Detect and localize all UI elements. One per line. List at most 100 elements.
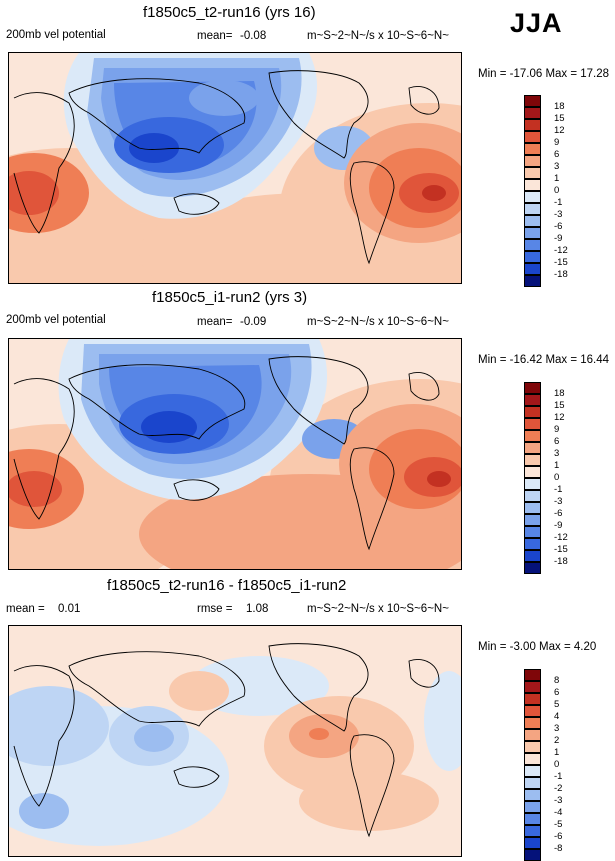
panel2-map-svg [9,339,461,569]
panel1-map [8,52,462,284]
colorbar-tick: 0 [554,759,559,770]
neg-core [19,793,69,829]
panel2-title: f1850c5_i1-run2 (yrs 3) [152,289,307,306]
colorbar-tick: -1 [554,771,562,782]
neg-core [141,411,197,443]
colorbar-box [524,789,541,801]
colorbar-tick: -15 [554,257,568,268]
colorbar-tick: 4 [554,711,559,722]
colorbar-tick: 15 [554,113,565,124]
colorbar-tick: -4 [554,807,562,818]
colorbar-tick: 9 [554,424,559,435]
colorbar-tick: -1 [554,197,562,208]
colorbar-box [524,155,541,167]
colorbar-box [524,693,541,705]
colorbar-box [524,263,541,275]
colorbar-box [524,681,541,693]
colorbar-tick: 6 [554,149,559,160]
panel3-rmse-label: rmse = [197,603,232,615]
colorbar-box [524,741,541,753]
colorbar-tick: -8 [554,843,562,854]
colorbar-tick: -3 [554,209,562,220]
colorbar-box [524,849,541,861]
pos-core [427,471,451,487]
panel2-map [8,338,462,570]
colorbar-box [524,107,541,119]
colorbar-tick: -5 [554,819,562,830]
colorbar-box [524,251,541,263]
colorbar-box [524,753,541,765]
colorbar-box [524,777,541,789]
colorbar-tick: 12 [554,412,565,423]
colorbar-box [524,239,541,251]
colorbar-box [524,275,541,287]
colorbar-tick: 3 [554,723,559,734]
colorbar-tick: -18 [554,556,568,567]
colorbar-box [524,442,541,454]
panel3-units: m~S~2~N~/s x 10~S~6~N~ [307,603,449,615]
panel1-title: f1850c5_t2-run16 (yrs 16) [143,4,316,21]
pos-core [309,728,329,740]
panel1-mean-value: -0.08 [240,30,266,42]
colorbar-tick: 3 [554,448,559,459]
season-label: JJA [510,8,563,39]
colorbar-box [524,203,541,215]
pos-band [299,771,439,831]
colorbar-box [524,418,541,430]
panel3-mean-label: mean = [6,603,45,615]
colorbar-tick: 6 [554,687,559,698]
colorbar-box [524,191,541,203]
colorbar-box [524,801,541,813]
panel3-minmax: Min = -3.00 Max = 4.20 [478,641,596,653]
colorbar-box [524,490,541,502]
colorbar-box [524,466,541,478]
colorbar-box [524,227,541,239]
colorbar-box [524,705,541,717]
pos-band [169,671,229,711]
colorbar-tick: 0 [554,185,559,196]
colorbar-tick: -3 [554,496,562,507]
colorbar-tick: -6 [554,508,562,519]
colorbar-box [524,526,541,538]
panel1-map-svg [9,53,461,283]
colorbar-box [524,669,541,681]
colorbar-box [524,825,541,837]
panel2-left-label: 200mb vel potential [6,314,106,326]
colorbar-tick: -18 [554,269,568,280]
colorbar-box [524,215,541,227]
colorbar-box [524,167,541,179]
panel1-units: m~S~2~N~/s x 10~S~6~N~ [307,30,449,42]
colorbar-box [524,550,541,562]
colorbar-box [524,179,541,191]
panel2-units: m~S~2~N~/s x 10~S~6~N~ [307,316,449,328]
panel2-minmax: Min = -16.42 Max = 16.44 [478,354,609,366]
colorbar-tick: 1 [554,460,559,471]
colorbar-box [524,382,541,394]
colorbar-box [524,538,541,550]
colorbar-tick: -6 [554,831,562,842]
colorbar-tick: -9 [554,233,562,244]
colorbar-box [524,394,541,406]
panel2-mean-label: mean= [197,316,232,328]
colorbar-box [524,430,541,442]
colorbar-tick: 3 [554,161,559,172]
colorbar-tick: 1 [554,747,559,758]
colorbar-tick: 18 [554,388,565,399]
colorbar-tick: 12 [554,125,565,136]
colorbar-tick: 2 [554,735,559,746]
panel3-mean-value: 0.01 [58,603,80,615]
colorbar-tick: -12 [554,532,568,543]
colorbar-box [524,454,541,466]
colorbar-tick: 9 [554,137,559,148]
colorbar-tick: 18 [554,101,565,112]
colorbar-tick: 0 [554,472,559,483]
colorbar-tick: -1 [554,484,562,495]
colorbar-tick: 1 [554,173,559,184]
colorbar-box [524,478,541,490]
colorbar-tick: 15 [554,400,565,411]
colorbar-box [524,143,541,155]
colorbar-box [524,562,541,574]
colorbar-box [524,95,541,107]
colorbar-tick: -6 [554,221,562,232]
colorbar-box [524,729,541,741]
